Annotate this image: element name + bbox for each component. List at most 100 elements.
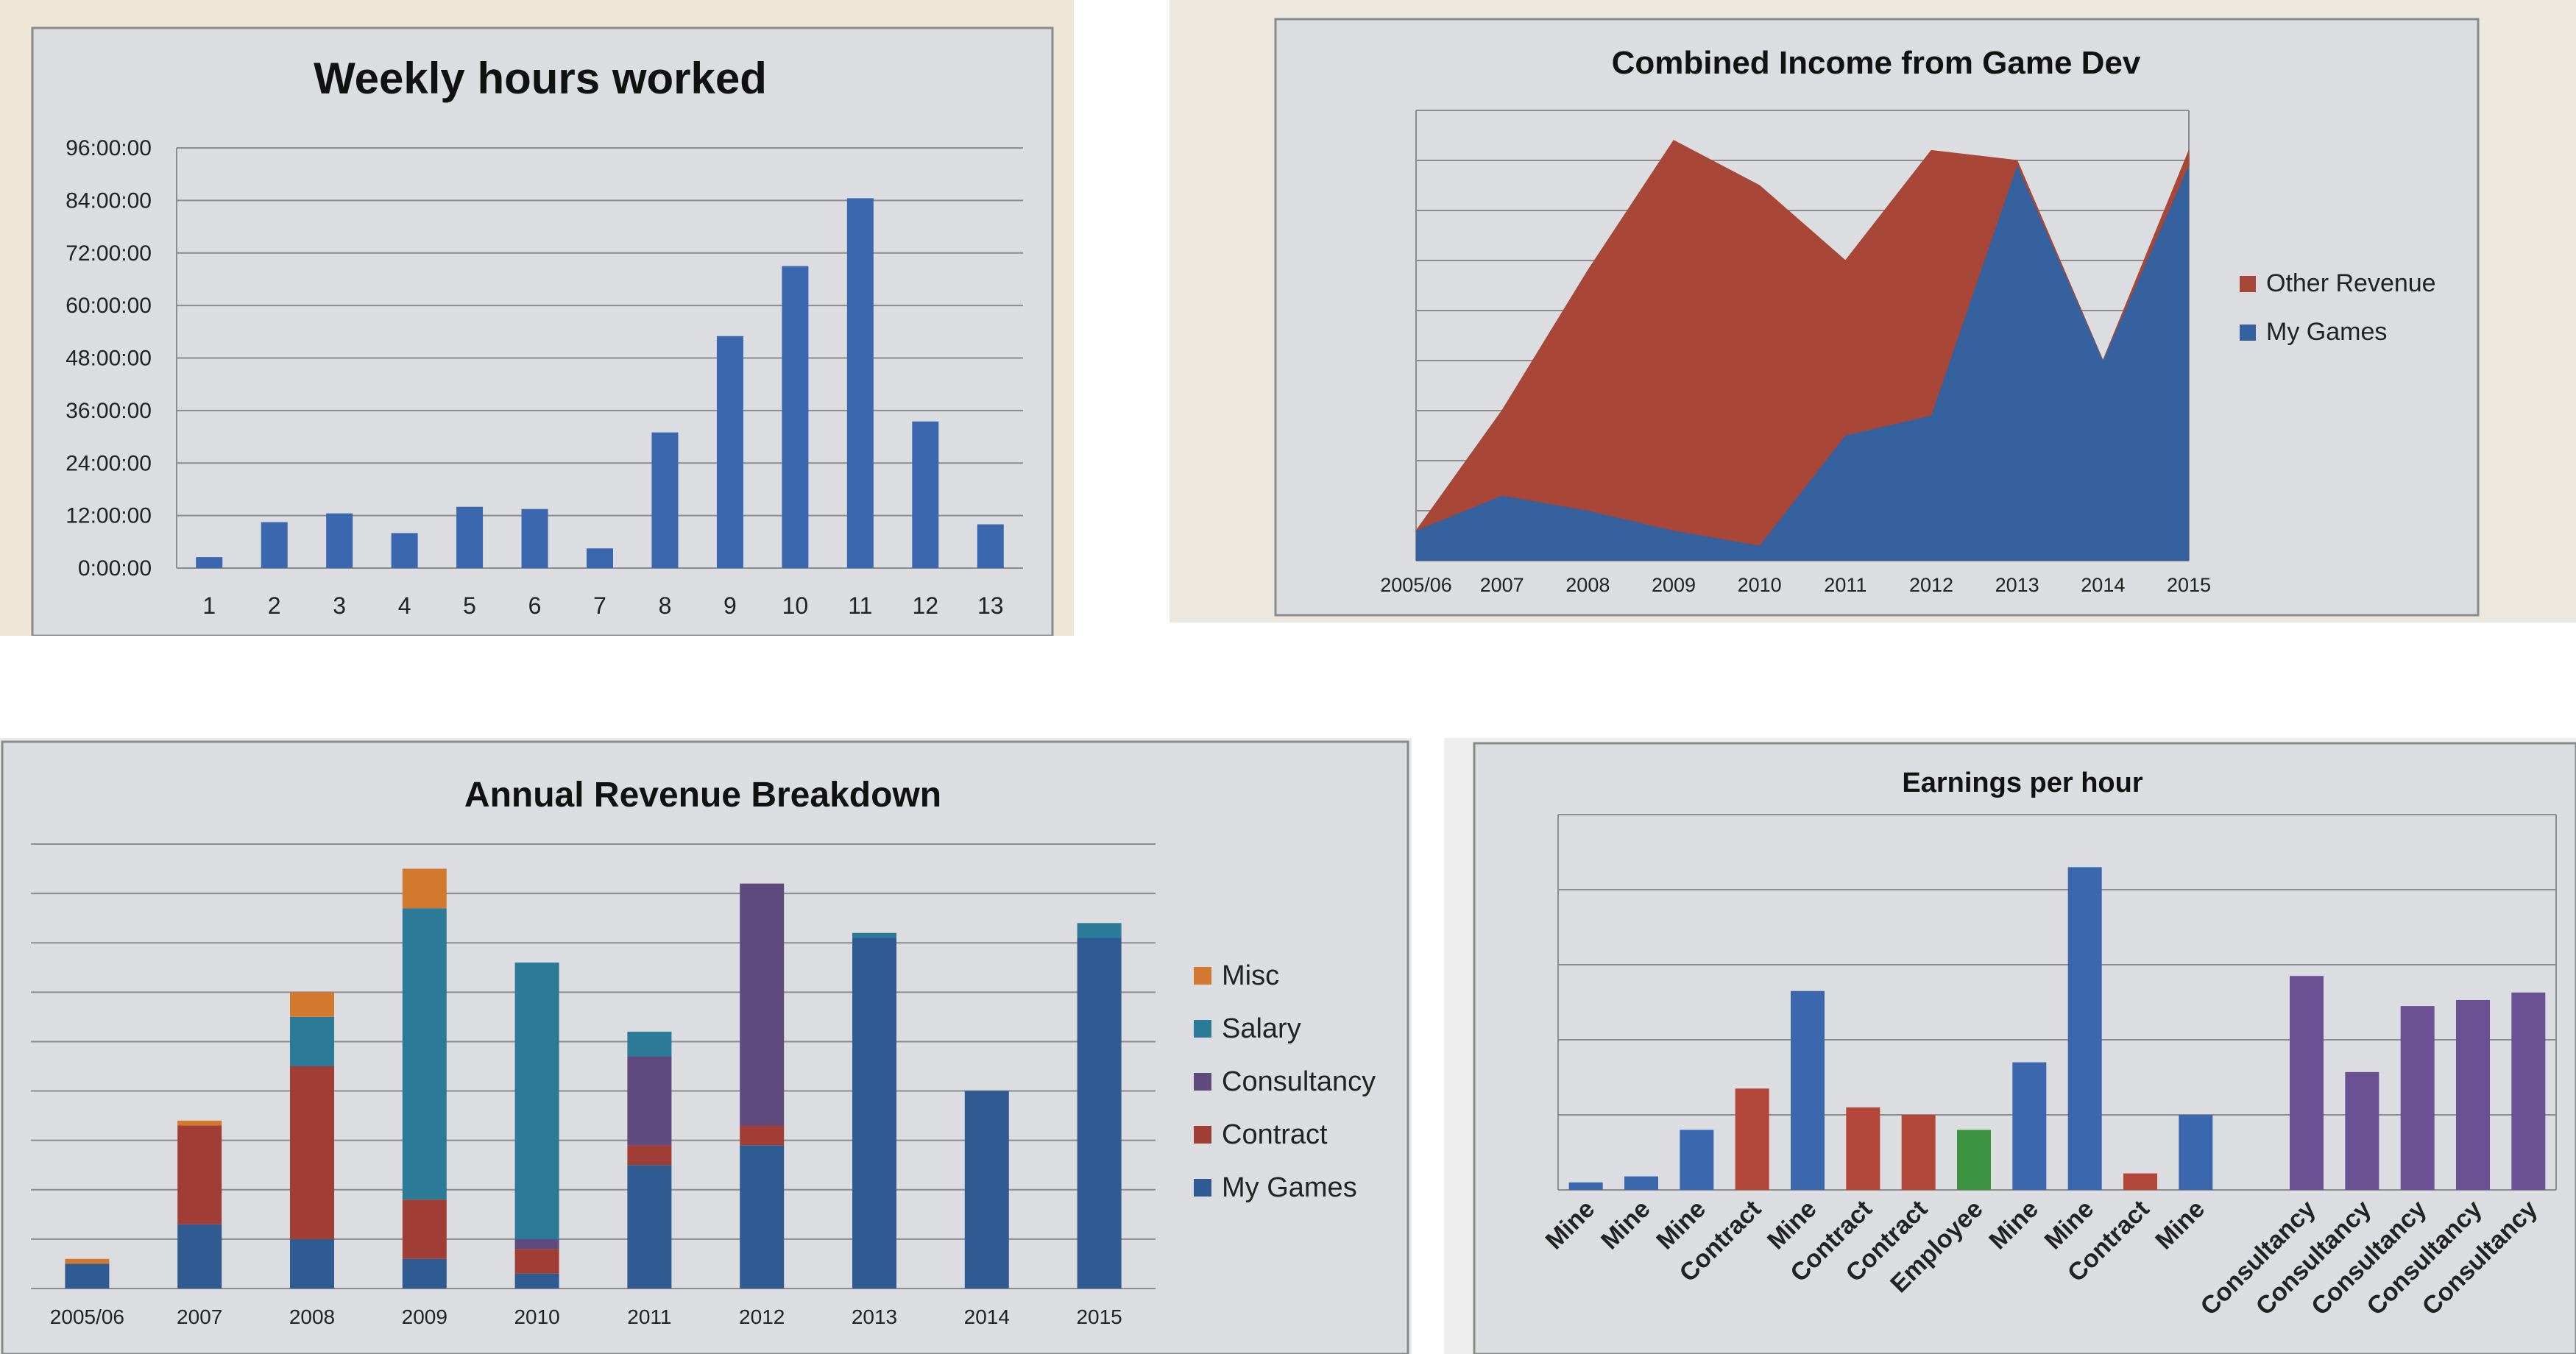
bar-segment <box>402 908 447 1200</box>
bar-segment <box>627 1032 672 1057</box>
x-tick-label: 11 <box>848 592 872 619</box>
bar <box>2290 976 2324 1190</box>
x-tick-label: 2011 <box>627 1305 671 1328</box>
y-tick-label: 12:00:00 <box>66 504 152 528</box>
weekly-hours-chart: Weekly hours worked 0:00:00 12:00:00 24:00… <box>0 0 1074 636</box>
bar <box>2511 992 2546 1190</box>
legend-label: Consultancy <box>1222 1066 1376 1097</box>
x-tick-label: 2015 <box>1076 1305 1122 1328</box>
legend-swatch <box>1194 967 1211 985</box>
x-tick-label: 2012 <box>739 1305 785 1328</box>
bar-segment <box>290 1016 334 1066</box>
x-tick-label: 2013 <box>852 1305 897 1328</box>
bar-segment <box>627 1165 672 1289</box>
y-tick-label: 48:00:00 <box>66 347 152 371</box>
chart-title: Combined Income from Game Dev <box>1612 45 2141 81</box>
x-tick-label: 2013 <box>1995 574 2039 596</box>
y-tick-label: 0:00:00 <box>78 556 152 581</box>
bar-segment <box>290 992 334 1017</box>
bar-segment <box>514 1238 559 1250</box>
bar <box>2456 999 2490 1190</box>
x-tick-label: 9 <box>723 592 737 619</box>
bar-segment <box>1077 923 1122 938</box>
x-tick-label: 2014 <box>964 1305 1010 1328</box>
legend-label: Contract <box>1222 1119 1328 1150</box>
bar-segment <box>65 1263 110 1289</box>
chart-area <box>1473 742 2576 1354</box>
bar <box>326 513 353 568</box>
bar-segment <box>290 1066 334 1239</box>
bar <box>521 508 548 568</box>
x-tick-label: 2008 <box>1565 574 1610 596</box>
bar-segment <box>1077 937 1122 1289</box>
bar <box>1680 1130 1714 1190</box>
x-tick-label: 1 <box>202 592 216 619</box>
bar <box>2123 1173 2157 1190</box>
legend-label: My Games <box>1222 1172 1357 1203</box>
bar-segment <box>740 883 785 1126</box>
x-tick-label: 2012 <box>1909 574 1953 596</box>
bar <box>2012 1062 2047 1190</box>
bar <box>716 336 743 568</box>
legend-swatch <box>2240 276 2256 292</box>
bar <box>1735 1088 1769 1190</box>
bar <box>587 548 613 568</box>
bar-segment <box>65 1258 110 1264</box>
x-tick-label: 2 <box>268 592 281 619</box>
bar <box>1791 990 1825 1190</box>
x-tick-label: 13 <box>977 592 1004 619</box>
bar-segment <box>627 1145 672 1166</box>
x-tick-label: 4 <box>398 592 411 619</box>
bar-segment <box>964 1091 1009 1289</box>
legend-label: My Games <box>2266 318 2387 346</box>
bar-segment <box>402 1258 447 1289</box>
bar <box>782 266 809 568</box>
x-tick-label: 5 <box>463 592 476 619</box>
bar <box>196 557 223 568</box>
earnings-per-hour-svg: Earnings per hour MineMineMineContractMi… <box>1473 742 2576 1354</box>
annual-revenue-chart: Annual Revenue Breakdown 2005/06 2007 2008… <box>0 738 1412 1354</box>
bar-segment <box>740 1145 785 1289</box>
bar <box>912 421 939 568</box>
bar-segment <box>177 1125 222 1224</box>
y-tick-label: 84:00:00 <box>66 188 152 213</box>
bar <box>261 522 288 568</box>
bar-segment <box>290 1238 334 1289</box>
x-tick-label: 7 <box>593 592 606 619</box>
x-tick-label: 2014 <box>2081 574 2125 596</box>
combined-income-svg: Combined Income from Game Dev 2005/06 200… <box>1274 18 2480 617</box>
x-tick-label: 3 <box>333 592 346 619</box>
legend-swatch <box>1194 1020 1211 1038</box>
bar-segment <box>627 1056 672 1146</box>
bar <box>2067 867 2102 1190</box>
y-tick-label: 36:00:00 <box>66 399 152 423</box>
legend-label: Misc <box>1222 960 1279 991</box>
legend-label: Salary <box>1222 1013 1301 1044</box>
legend-swatch <box>1194 1179 1211 1197</box>
chart-title: Earnings per hour <box>1902 768 2142 798</box>
legend-swatch <box>2240 325 2256 341</box>
bar <box>1846 1107 1880 1190</box>
bar <box>1957 1130 1991 1190</box>
bar <box>391 533 418 568</box>
x-tick-label: 2007 <box>177 1305 222 1328</box>
chart-title: Weekly hours worked <box>314 54 767 103</box>
bar <box>2179 1115 2213 1190</box>
x-tick-label: 2010 <box>1738 574 1782 596</box>
x-tick-label: 2005/06 <box>50 1305 124 1328</box>
bar-segment <box>852 932 896 938</box>
x-tick-label: 2009 <box>402 1305 447 1328</box>
x-tick-label: 12 <box>913 592 939 619</box>
area-other-revenue <box>1415 140 2190 547</box>
legend-swatch <box>1194 1073 1211 1091</box>
y-tick-label: 96:00:00 <box>66 136 152 160</box>
bar-segment <box>177 1120 222 1126</box>
legend-label: Other Revenue <box>2266 269 2436 297</box>
earnings-per-hour-chart: Earnings per hour Mine Mine Mine Contract Mi… <box>1444 738 2576 1354</box>
bar-segment <box>402 1199 447 1259</box>
bar-segment <box>514 1273 559 1289</box>
combined-income-chart: Combined Income from Game Dev 2005/06 200… <box>1170 0 2576 623</box>
y-tick-label: 60:00:00 <box>66 294 152 318</box>
bar <box>2400 1006 2435 1190</box>
x-tick-label: 2009 <box>1652 574 1696 596</box>
